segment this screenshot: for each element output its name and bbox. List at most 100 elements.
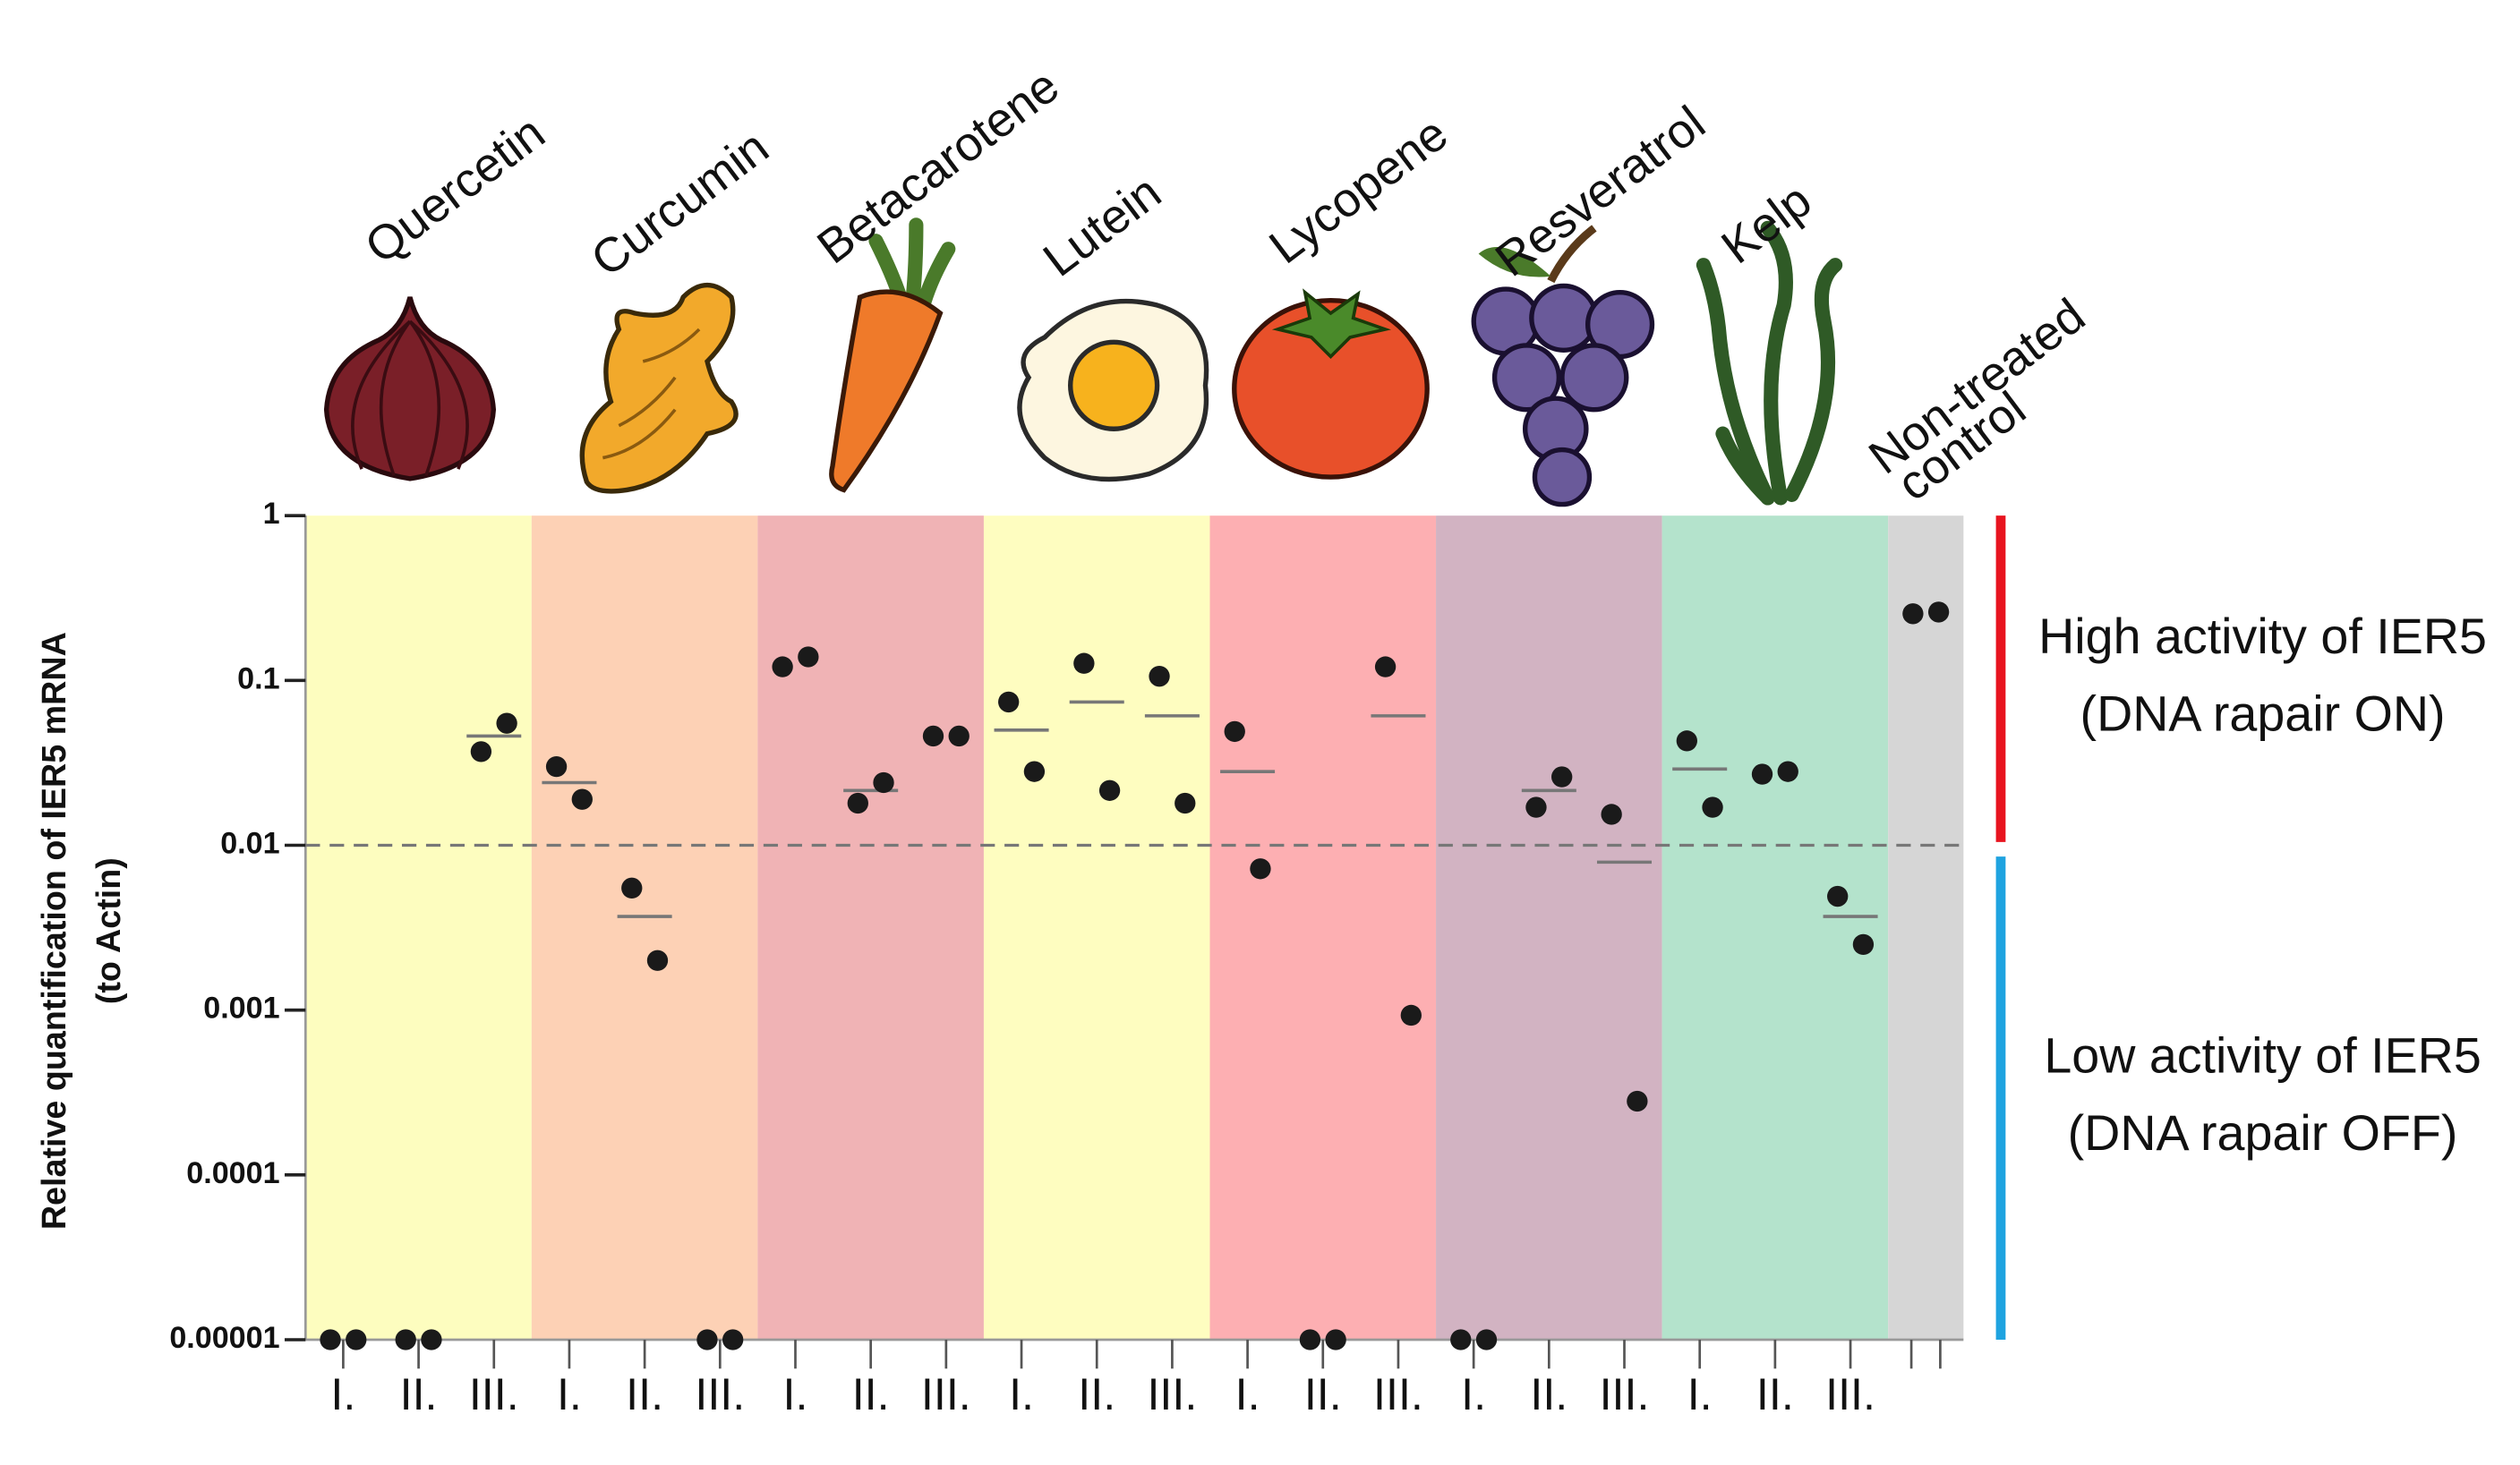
data-point — [847, 792, 868, 814]
egg-icon — [1017, 298, 1209, 482]
group-label: Betacarotene — [807, 59, 1069, 275]
data-point — [646, 950, 669, 971]
y-tick-label: 0.01 — [220, 827, 279, 861]
carrot-icon — [829, 217, 956, 493]
data-point — [1852, 933, 1875, 956]
annotation-text: (DNA rapair OFF) — [2068, 1105, 2458, 1161]
ginger-icon — [579, 283, 739, 494]
group-band — [1888, 515, 1964, 1340]
annotation-text: Low activity of IER5 — [2044, 1028, 2481, 1084]
group-band — [1436, 515, 1662, 1340]
data-point — [1374, 656, 1397, 677]
data-point — [798, 646, 819, 668]
group-label: Resveratrol — [1486, 96, 1715, 287]
data-point — [1149, 666, 1170, 687]
y-tick-label: 0.001 — [203, 992, 279, 1026]
x-tick-label: III. — [1147, 1369, 1197, 1419]
data-point — [1400, 1004, 1422, 1026]
group-label: Lutein — [1034, 166, 1171, 287]
data-point — [1777, 761, 1798, 782]
group-band — [1209, 515, 1437, 1340]
x-tick-label: II. — [1756, 1369, 1794, 1419]
data-point — [772, 656, 793, 677]
data-point — [1676, 730, 1697, 752]
y-tick-label: 0.0001 — [186, 1156, 279, 1190]
tomato-icon — [1232, 288, 1430, 480]
onion-icon — [323, 296, 497, 481]
data-point — [1927, 601, 1950, 623]
data-point — [948, 725, 970, 747]
y-axis-label: (to Actin) — [90, 857, 127, 1004]
x-tick-label: I. — [1235, 1369, 1260, 1419]
x-tick-label: III. — [695, 1369, 745, 1419]
x-tick-label: II. — [852, 1369, 890, 1419]
data-point — [320, 1329, 341, 1350]
x-tick-label: I. — [783, 1369, 808, 1419]
data-point — [395, 1329, 416, 1350]
grapes-icon — [1471, 225, 1655, 507]
data-point — [421, 1329, 442, 1350]
group-band — [1661, 515, 1889, 1340]
data-point — [1525, 796, 1547, 818]
group-band — [531, 515, 758, 1340]
data-point — [1902, 603, 1924, 625]
data-point — [998, 691, 1020, 713]
x-tick-label: III. — [921, 1369, 971, 1419]
data-point — [1601, 804, 1622, 825]
group-band — [757, 515, 984, 1340]
data-point — [1325, 1329, 1346, 1350]
x-tick-label: II. — [400, 1369, 438, 1419]
data-point — [496, 712, 517, 734]
x-tick-label: I. — [1687, 1369, 1713, 1419]
group-label: Curcumin — [582, 120, 779, 287]
x-tick-label: II. — [1078, 1369, 1115, 1419]
data-point — [1073, 652, 1095, 674]
y-tick-label: 0.00001 — [169, 1321, 279, 1355]
data-point — [1299, 1329, 1321, 1350]
group-label: Quercetin — [355, 106, 554, 274]
data-point — [1827, 885, 1849, 907]
y-tick-label: 1 — [263, 497, 280, 531]
data-point — [346, 1329, 367, 1350]
x-tick-label: II. — [1304, 1369, 1342, 1419]
group-band — [983, 515, 1210, 1340]
data-point — [1224, 720, 1245, 743]
x-tick-label: I. — [557, 1369, 582, 1419]
data-point — [1627, 1090, 1648, 1112]
data-point — [1175, 792, 1196, 814]
kelp-icon — [1696, 220, 1843, 506]
group-label: Non-treatedcontrol — [1859, 288, 2118, 515]
data-point — [1751, 763, 1773, 785]
x-tick-label: III. — [1600, 1369, 1650, 1419]
data-point — [922, 725, 944, 747]
data-point — [545, 755, 568, 778]
data-point — [1475, 1329, 1498, 1350]
data-point — [696, 1329, 718, 1350]
data-point — [1450, 1329, 1472, 1350]
data-point — [1702, 796, 1723, 818]
group-label: Lycopene — [1260, 106, 1457, 274]
data-point — [722, 1329, 744, 1350]
group-label: Kelp — [1712, 174, 1821, 275]
annotation-text: High activity of IER5 — [2038, 609, 2487, 664]
data-point — [621, 877, 643, 899]
y-tick-label: 0.1 — [237, 661, 279, 695]
x-tick-label: I. — [330, 1369, 355, 1419]
icons — [323, 217, 1843, 507]
group-bands — [305, 515, 1964, 1340]
x-tick-label: III. — [1373, 1369, 1423, 1419]
data-point — [1551, 766, 1573, 788]
x-tick-label: I. — [1461, 1369, 1486, 1419]
x-tick-label: II. — [626, 1369, 663, 1419]
data-point — [1250, 858, 1271, 880]
x-tick-label: II. — [1530, 1369, 1568, 1419]
annotation-text: (DNA rapair ON) — [2080, 686, 2446, 741]
x-tick-label: III. — [469, 1369, 519, 1419]
data-point — [873, 771, 894, 794]
x-tick-label: III. — [1825, 1369, 1875, 1419]
data-point — [1098, 779, 1121, 801]
data-point — [571, 788, 593, 810]
y-axis-label: Relative quantification of IER5 mRNA — [35, 632, 73, 1230]
